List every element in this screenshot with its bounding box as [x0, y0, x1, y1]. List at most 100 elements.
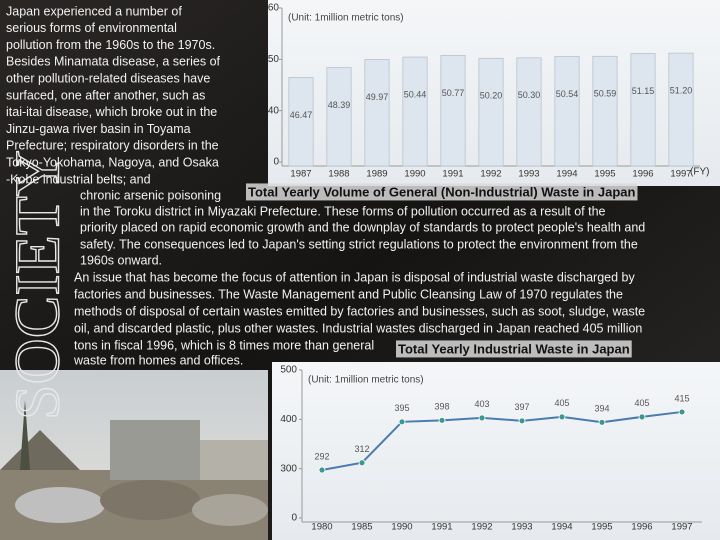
- y-tick-label: 0: [291, 513, 297, 524]
- value-label: 51.20: [670, 86, 693, 96]
- y-tick-label: 40: [268, 105, 280, 116]
- y-tick-label: 300: [280, 463, 297, 474]
- bar: [288, 77, 314, 167]
- value-label: 312: [354, 444, 369, 454]
- marker: [478, 414, 486, 422]
- value-label: 398: [434, 402, 449, 412]
- value-label: 50.20: [480, 91, 503, 101]
- body-text-line: other pollution-related diseases have: [6, 71, 210, 85]
- x-tick-label: 1993: [518, 169, 539, 180]
- body-text-line: pollution from the 1960s to the 1970s.: [6, 38, 215, 52]
- y-tick-label: 500: [280, 365, 297, 376]
- bar: [478, 57, 504, 167]
- marker: [518, 417, 526, 425]
- value-label: 50.30: [518, 90, 541, 100]
- y-tick-label: 400: [280, 414, 297, 425]
- x-tick-label: 1991: [431, 522, 452, 533]
- x-tick-label: 1996: [632, 169, 653, 180]
- x-tick-label: 1995: [594, 169, 615, 180]
- value-label: 50.54: [556, 89, 579, 99]
- side-label: SOCIETY: [2, 150, 73, 420]
- chart-title: Total Yearly Industrial Waste in Japan: [398, 341, 630, 356]
- x-tick-label: 1985: [351, 522, 372, 533]
- body-text-line: An issue that has become the focus of at…: [74, 270, 635, 284]
- title-strip: [246, 183, 638, 201]
- x-tick-label: 1993: [511, 522, 532, 533]
- body-text-line: Japan experienced a number of: [6, 4, 182, 18]
- value-label: 46.47: [290, 110, 313, 120]
- bar: [326, 67, 352, 167]
- marker: [318, 466, 326, 474]
- bar: [668, 52, 694, 167]
- value-label: 51.15: [632, 86, 655, 96]
- marker: [438, 416, 446, 424]
- value-label: 50.59: [594, 89, 617, 99]
- bar: [364, 59, 390, 167]
- x-tick-label: 1995: [591, 522, 612, 533]
- y-tick-label: 50: [268, 54, 280, 65]
- photo: [0, 370, 268, 540]
- body-text-line: factories and businesses. The Waste Mana…: [74, 287, 623, 301]
- value-label: 395: [394, 403, 409, 413]
- marker: [638, 413, 646, 421]
- x-tick-label: 1994: [551, 522, 572, 533]
- body-text-line: methods of disposal of certain wastes em…: [74, 304, 645, 318]
- value-label: 405: [634, 398, 649, 408]
- chart-title: Total Yearly Volume of General (Non-Indu…: [248, 184, 635, 199]
- x-tick-label: 1987: [290, 169, 311, 180]
- x-tick-label: 1990: [391, 522, 412, 533]
- value-label: 292: [314, 451, 329, 461]
- chart-panel: [272, 362, 720, 540]
- x-axis-label: (FY): [690, 167, 709, 178]
- body-text-line: Prefecture; respiratory disorders in the: [6, 139, 219, 153]
- body-text-line: itai-itai disease, which broke out in th…: [6, 105, 217, 119]
- body-text-line: Besides Minamata disease, a series of: [6, 55, 221, 69]
- body-text-line: tons in fiscal 1996, which is 8 times mo…: [74, 338, 374, 352]
- x-tick-label: 1980: [311, 522, 332, 533]
- bar: [630, 53, 656, 167]
- body-text-line: serious forms of environmental: [6, 21, 177, 35]
- x-tick-label: 1988: [328, 169, 349, 180]
- x-tick-label: 1996: [631, 522, 652, 533]
- x-tick-label: 1997: [671, 522, 692, 533]
- value-label: 49.97: [366, 92, 389, 102]
- y-tick-label: 0: [273, 157, 279, 168]
- value-label: 405: [554, 398, 569, 408]
- x-tick-label: 1990: [404, 169, 425, 180]
- value-label: 50.77: [442, 88, 465, 98]
- value-label: 397: [514, 402, 529, 412]
- body-text-line: Jinzu-gawa river basin in Toyama: [6, 122, 191, 136]
- bar: [516, 57, 542, 167]
- marker: [598, 418, 606, 426]
- marker: [358, 459, 366, 467]
- chart: Total Yearly Industrial Waste in Japan (U…: [280, 340, 702, 533]
- x-tick-label: 1994: [556, 169, 577, 180]
- chart: Total Yearly Volume of General (Non-Indu…: [246, 3, 709, 201]
- y-tick-label: 60: [268, 3, 280, 14]
- body-text-line: -Kobe industrial belts; and: [6, 172, 151, 186]
- title-strip: [396, 340, 632, 358]
- value-label: 415: [674, 393, 689, 403]
- body-text-line: oil, and discarded plastic, plus other w…: [74, 321, 642, 335]
- bar: [592, 55, 618, 167]
- x-tick-label: 1989: [366, 169, 387, 180]
- line: [321, 410, 683, 471]
- body-text-line: Tokyo-Yokohama, Nagoya, and Osaka: [6, 155, 219, 169]
- bar: [402, 56, 428, 167]
- x-tick-label: 1997: [670, 169, 691, 180]
- body-text-line: surfaced, one after another, such as: [6, 88, 205, 102]
- body-text-line: 1960s onward.: [80, 253, 162, 267]
- body-text-line: priority placed on rapid economic growth…: [80, 220, 645, 234]
- body-text-line: chronic arsenic poisoning: [80, 188, 221, 202]
- body-text-line: safety. The consequences led to Japan's …: [80, 237, 638, 251]
- value-label: 48.39: [328, 100, 351, 110]
- body-text-line: in the Toroku district in Miyazaki Prefe…: [80, 204, 606, 218]
- marker: [558, 413, 566, 421]
- bar: [440, 54, 466, 167]
- value-label: 403: [474, 399, 489, 409]
- unit-label: (Unit: 1million metric tons): [308, 375, 424, 386]
- x-tick-label: 1992: [471, 522, 492, 533]
- marker: [678, 408, 686, 416]
- x-tick-label: 1992: [480, 169, 501, 180]
